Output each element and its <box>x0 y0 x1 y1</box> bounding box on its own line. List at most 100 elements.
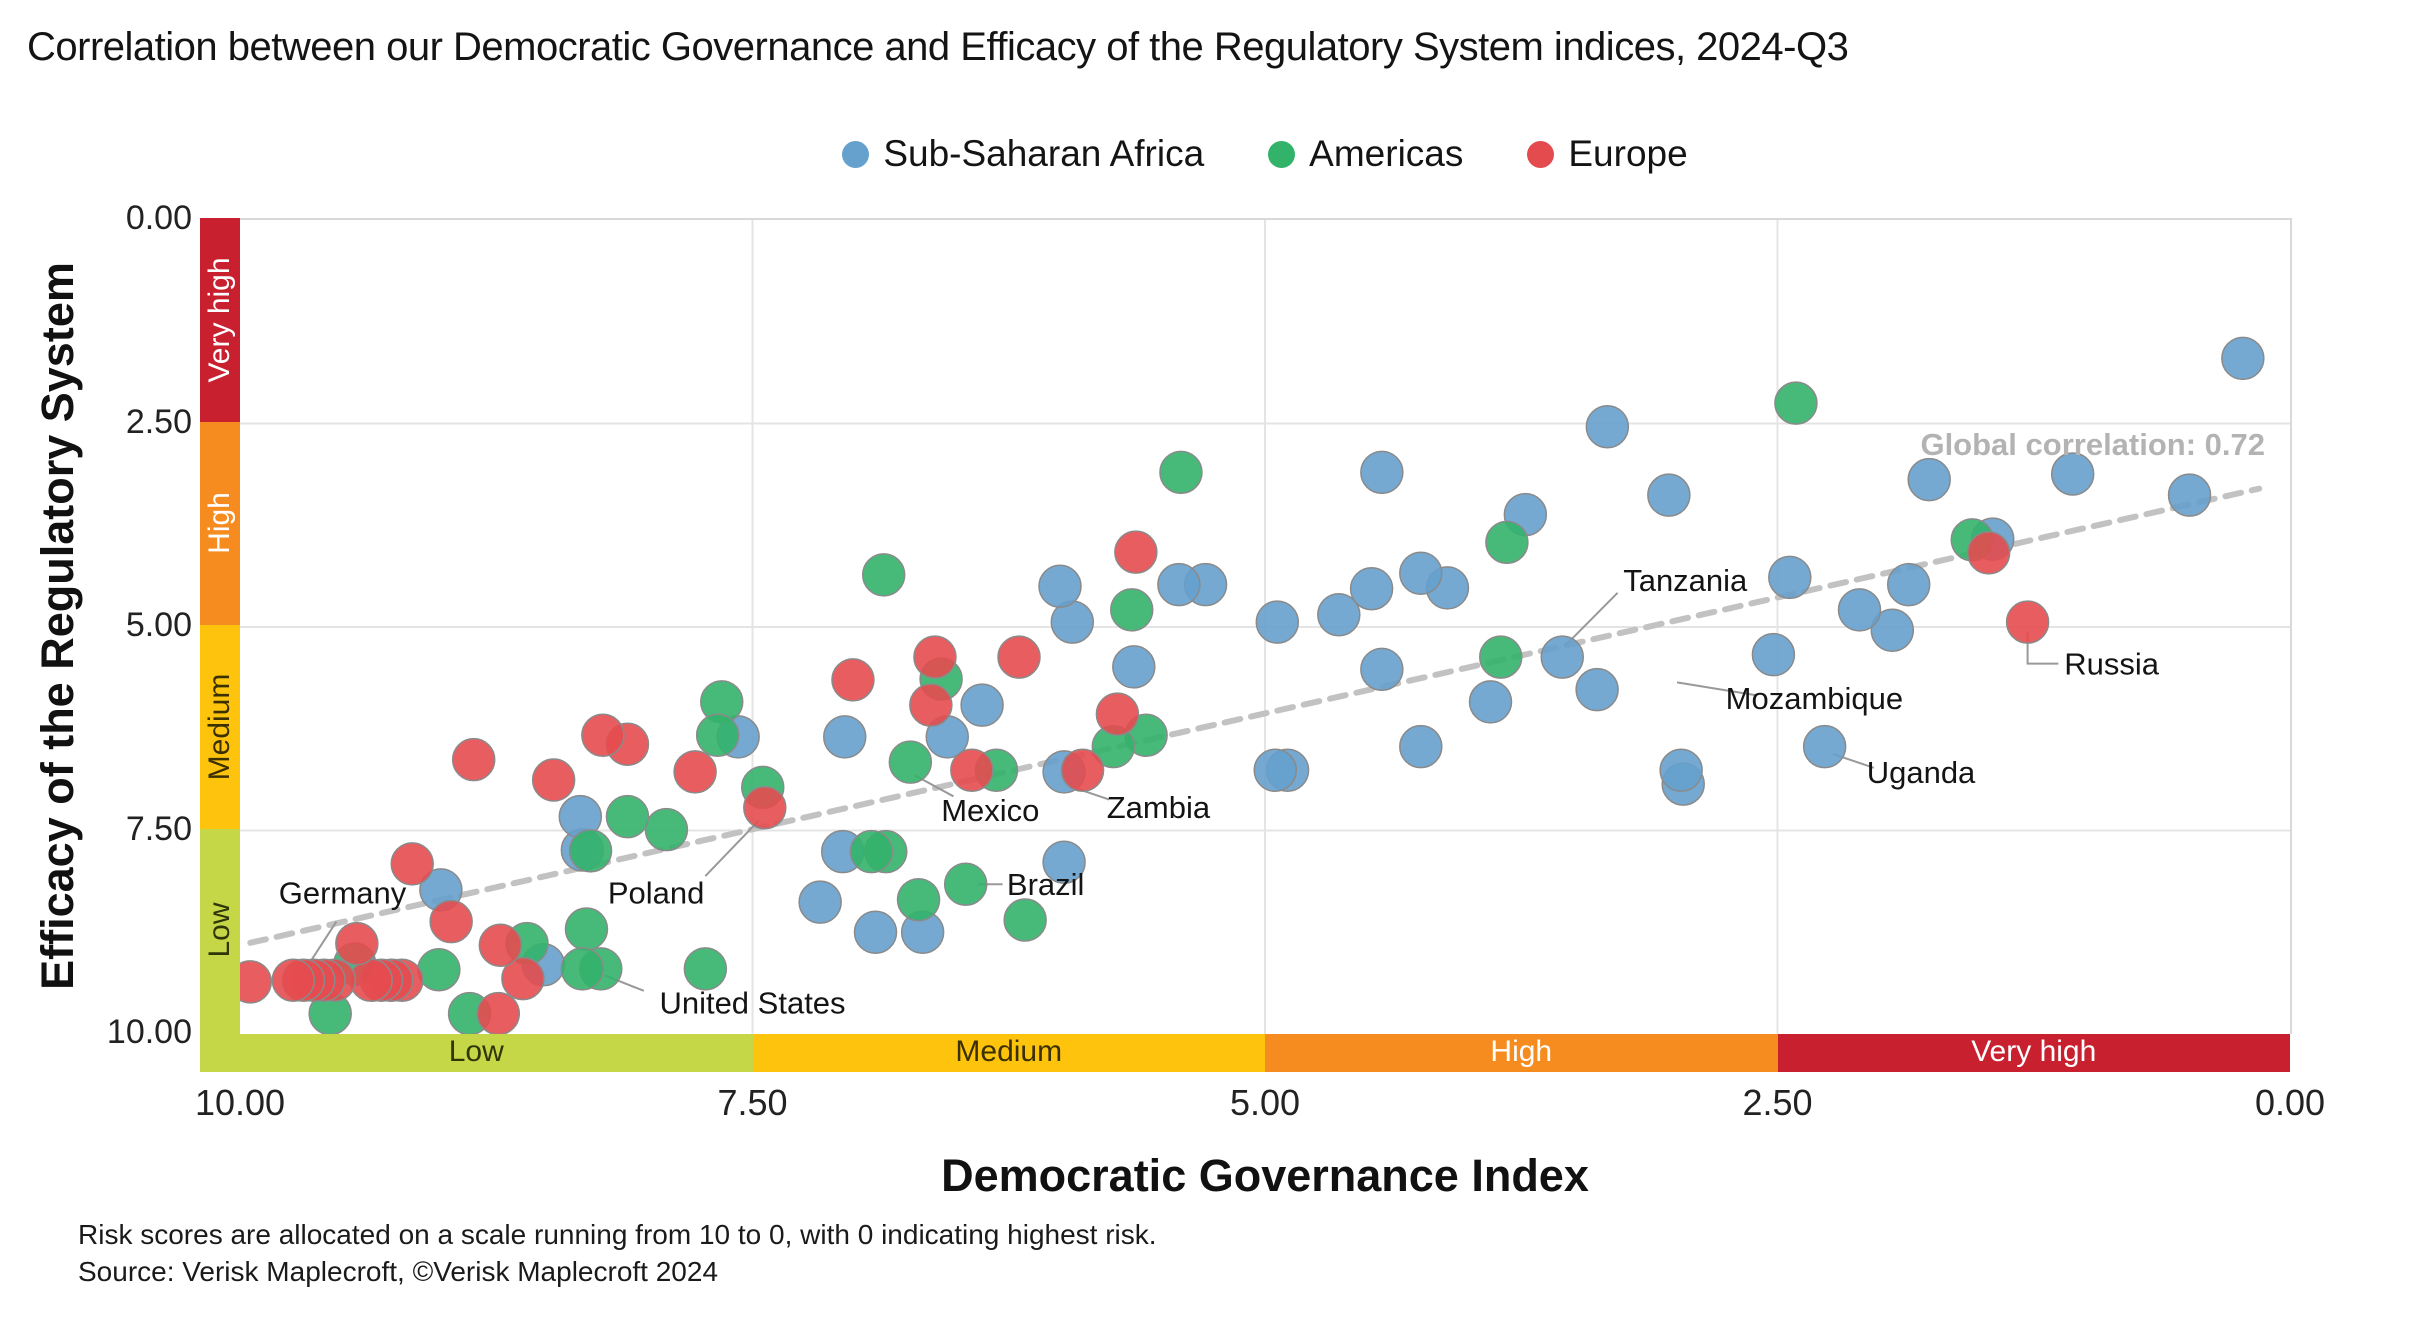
data-point-sub-saharan-africa[interactable] <box>1540 635 1584 679</box>
data-point-sub-saharan-africa[interactable] <box>1585 405 1630 449</box>
data-point-europe[interactable] <box>831 658 875 702</box>
country-label-mozambique: Mozambique <box>1726 681 1903 716</box>
data-point-sub-saharan-africa[interactable] <box>1468 680 1513 724</box>
data-point-europe[interactable] <box>271 958 316 1003</box>
data-point-americas[interactable] <box>695 713 740 758</box>
legend-item-europe[interactable]: Europe <box>1527 133 1688 175</box>
data-point-sub-saharan-africa[interactable] <box>1317 593 1361 637</box>
data-point-sub-saharan-africa[interactable] <box>1360 450 1404 495</box>
y-risk-band-label: Medium <box>203 673 236 781</box>
data-point-europe[interactable] <box>501 956 545 1001</box>
data-point-sub-saharan-africa[interactable] <box>1157 562 1201 607</box>
data-point-sub-saharan-africa[interactable] <box>1255 600 1300 644</box>
data-point-sub-saharan-africa[interactable] <box>1647 473 1691 517</box>
data-point-sub-saharan-africa[interactable] <box>2167 473 2212 517</box>
data-point-sub-saharan-africa[interactable] <box>1038 564 1082 609</box>
data-point-americas[interactable] <box>896 877 941 922</box>
data-point-europe[interactable] <box>950 748 994 793</box>
data-point-sub-saharan-africa[interactable] <box>1112 645 1156 689</box>
data-point-americas[interactable] <box>1110 588 1154 632</box>
data-point-americas[interactable] <box>568 829 613 873</box>
data-point-americas[interactable] <box>560 947 605 991</box>
data-point-americas[interactable] <box>888 740 933 784</box>
data-point-europe[interactable] <box>335 921 379 966</box>
y-risk-band-low: Low <box>200 828 240 1032</box>
data-point-europe[interactable] <box>997 635 1041 679</box>
data-point-europe[interactable] <box>349 958 393 1003</box>
data-point-europe[interactable] <box>478 923 523 968</box>
data-point-americas[interactable] <box>644 807 689 852</box>
data-point-sub-saharan-africa[interactable] <box>1399 724 1443 769</box>
x-tick-label: 10.00 <box>194 1082 286 1123</box>
data-point-sub-saharan-africa[interactable] <box>1837 588 1882 632</box>
data-point-sub-saharan-africa[interactable] <box>1886 562 1931 607</box>
data-point-sub-saharan-africa[interactable] <box>823 715 867 759</box>
data-point-sub-saharan-africa[interactable] <box>1907 457 1951 502</box>
data-point-sub-saharan-africa[interactable] <box>1751 632 1796 677</box>
data-point-sub-saharan-africa[interactable] <box>1870 608 1915 653</box>
data-point-europe[interactable] <box>1095 692 1140 736</box>
scatter-canvas: Germany Poland United States Mexico Zambia Br… <box>240 220 2290 1034</box>
data-point-sub-saharan-africa[interactable] <box>1042 840 1086 884</box>
x-tick-label: 2.50 <box>1742 1082 1813 1123</box>
data-point-sub-saharan-africa[interactable] <box>1399 551 1443 596</box>
legend-dot-icon <box>1268 140 1296 168</box>
data-point-europe[interactable] <box>1060 748 1105 793</box>
data-point-americas[interactable] <box>1774 381 1818 425</box>
page-title: Correlation between our Democratic Gover… <box>27 25 1849 69</box>
legend-item-americas[interactable]: Americas <box>1268 133 1463 175</box>
data-point-sub-saharan-africa[interactable] <box>1575 667 1619 712</box>
data-point-americas[interactable] <box>1159 450 1203 495</box>
data-point-sub-saharan-africa[interactable] <box>1360 647 1404 692</box>
data-point-europe[interactable] <box>240 960 272 1004</box>
legend-dot-icon <box>1527 140 1555 168</box>
data-point-sub-saharan-africa[interactable] <box>1802 724 1847 769</box>
data-point-europe[interactable] <box>1114 530 1158 574</box>
data-point-europe[interactable] <box>909 683 953 727</box>
legend-item-sub-saharan-africa[interactable]: Sub-Saharan Africa <box>842 133 1204 175</box>
data-point-europe[interactable] <box>673 750 717 794</box>
data-point-americas[interactable] <box>605 794 650 839</box>
data-point-americas[interactable] <box>683 947 728 991</box>
y-risk-band-high: High <box>200 421 240 625</box>
x-risk-band-low: Low <box>200 1032 753 1072</box>
data-point-americas[interactable] <box>1485 520 1529 565</box>
data-point-europe[interactable] <box>429 899 473 944</box>
plot-area: Germany Poland United States Mexico Zambia Br… <box>240 218 2292 1034</box>
country-label-uganda: Uganda <box>1867 755 1976 790</box>
country-label-zambia: Zambia <box>1107 790 1211 825</box>
data-point-americas[interactable] <box>943 862 988 906</box>
data-point-sub-saharan-africa[interactable] <box>1659 748 1703 793</box>
global-correlation-label: Global correlation: 0.72 <box>1920 427 2265 462</box>
data-point-americas[interactable] <box>1003 898 1047 942</box>
y-axis-title: Efficacy of the Regulatory System <box>32 262 83 990</box>
data-point-europe[interactable] <box>476 991 521 1034</box>
data-point-sub-saharan-africa[interactable] <box>1349 566 1394 611</box>
data-point-sub-saharan-africa[interactable] <box>853 910 898 954</box>
data-point-europe[interactable] <box>1966 531 2011 575</box>
data-point-sub-saharan-africa[interactable] <box>2050 452 2095 496</box>
data-point-americas[interactable] <box>1479 635 1523 679</box>
x-risk-band-medium: Medium <box>752 1032 1265 1072</box>
data-point-sub-saharan-africa[interactable] <box>1768 555 1812 600</box>
data-point-americas[interactable] <box>861 553 906 597</box>
data-point-europe[interactable] <box>531 758 576 802</box>
data-point-europe[interactable] <box>390 842 434 886</box>
footer-source: Source: Verisk Maplecroft, ©Verisk Maple… <box>78 1256 719 1287</box>
data-point-americas[interactable] <box>849 829 894 874</box>
data-point-americas[interactable] <box>564 907 609 951</box>
y-risk-band-label: Low <box>203 902 236 958</box>
x-tick-label: 5.00 <box>1229 1082 1301 1123</box>
data-point-sub-saharan-africa[interactable] <box>2221 336 2265 381</box>
data-point-europe[interactable] <box>451 737 496 782</box>
data-point-americas[interactable] <box>417 947 461 992</box>
data-point-europe[interactable] <box>2005 600 2050 644</box>
data-point-sub-saharan-africa[interactable] <box>1253 748 1297 793</box>
x-risk-band-high: High <box>1265 1032 1778 1072</box>
data-point-europe[interactable] <box>913 635 957 679</box>
data-point-sub-saharan-africa[interactable] <box>960 683 1004 727</box>
data-point-europe[interactable] <box>743 785 787 830</box>
data-point-europe[interactable] <box>581 713 625 758</box>
x-risk-band-very-high: Very high <box>1777 1032 2290 1072</box>
data-point-sub-saharan-africa[interactable] <box>798 880 842 924</box>
